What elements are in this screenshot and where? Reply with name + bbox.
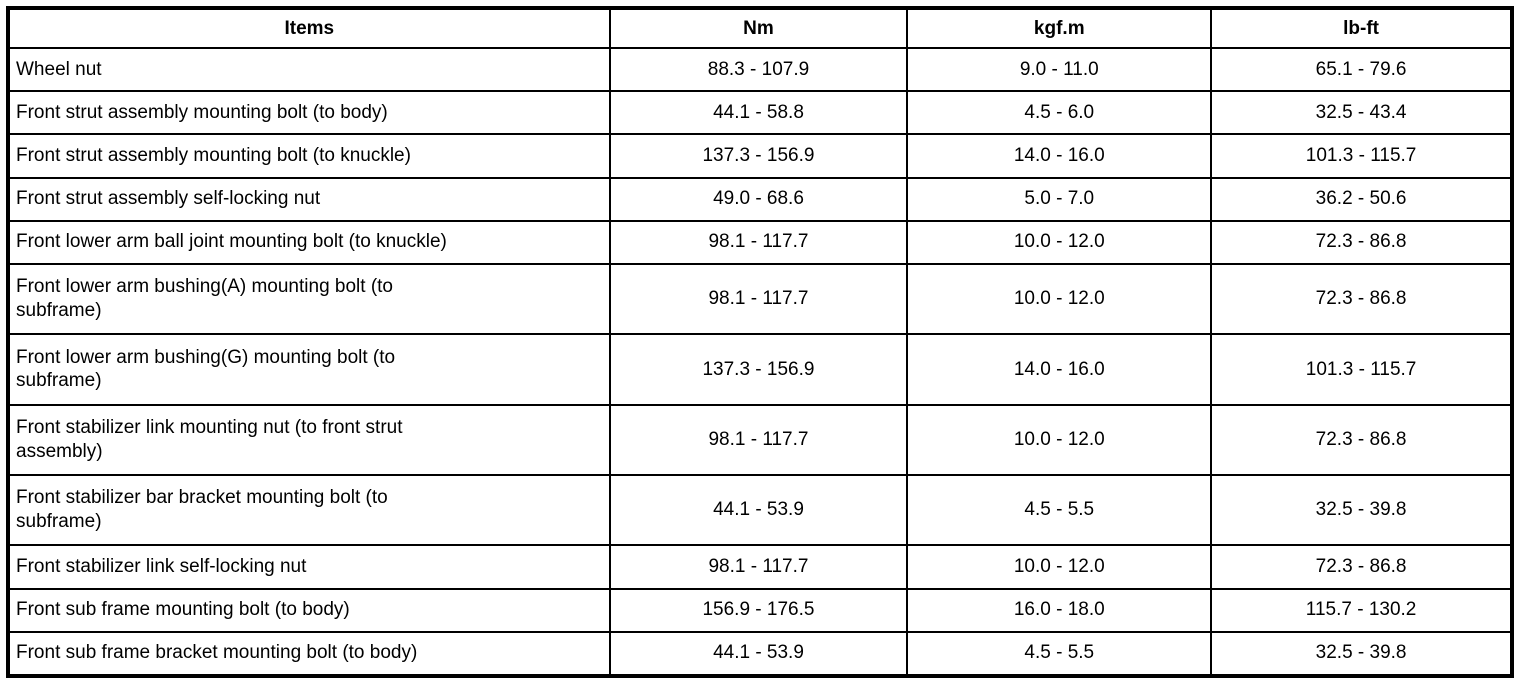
nm-value-cell: 44.1 - 58.8 <box>608 90 909 136</box>
table-row: Front lower arm bushing(G) mounting bolt… <box>7 333 1513 406</box>
lbft-value-cell: 72.3 - 86.8 <box>1210 219 1513 265</box>
table-row: Wheel nut 88.3 - 107.9 9.0 - 11.0 65.1 - 79… <box>7 46 1513 93</box>
column-header-lbft: lb-ft <box>1210 7 1513 49</box>
item-name-cell: Front stabilizer link mounting nut (to f… <box>7 403 611 476</box>
kgfm-value-cell: 10.0 - 12.0 <box>906 262 1213 336</box>
lbft-value-cell: 72.3 - 86.8 <box>1210 544 1513 590</box>
nm-value-cell: 49.0 - 68.6 <box>608 176 909 222</box>
item-name-cell: Front strut assembly mounting bolt (to k… <box>7 133 611 179</box>
table-header-row: Items Nm kgf.m lb-ft <box>7 7 1513 49</box>
lbft-value-cell: 32.5 - 39.8 <box>1210 630 1513 678</box>
column-header-nm: Nm <box>608 7 909 49</box>
lbft-value-cell: 101.3 - 115.7 <box>1210 133 1513 179</box>
kgfm-value-cell: 16.0 - 18.0 <box>906 587 1213 633</box>
nm-value-cell: 98.1 - 117.7 <box>608 262 909 336</box>
item-name-cell: Front lower arm ball joint mounting bolt… <box>7 219 611 265</box>
kgfm-value-cell: 5.0 - 7.0 <box>906 176 1213 222</box>
nm-value-cell: 137.3 - 156.9 <box>608 333 909 406</box>
kgfm-value-cell: 10.0 - 12.0 <box>906 219 1213 265</box>
nm-value-cell: 156.9 - 176.5 <box>608 587 909 633</box>
item-name-cell: Front lower arm bushing(G) mounting bolt… <box>7 333 611 406</box>
table-row: Front lower arm ball joint mounting bolt… <box>7 219 1513 265</box>
item-name-cell: Front stabilizer link self-locking nut <box>7 544 611 590</box>
column-header-items: Items <box>7 7 611 49</box>
lbft-value-cell: 32.5 - 43.4 <box>1210 90 1513 136</box>
lbft-value-cell: 72.3 - 86.8 <box>1210 262 1513 336</box>
table-body: Wheel nut 88.3 - 107.9 9.0 - 11.0 65.1 - 79… <box>7 46 1513 678</box>
item-name-cell: Front sub frame mounting bolt (to body) <box>7 587 611 633</box>
nm-value-cell: 88.3 - 107.9 <box>608 46 909 93</box>
kgfm-value-cell: 4.5 - 6.0 <box>906 90 1213 136</box>
kgfm-value-cell: 4.5 - 5.5 <box>906 473 1213 547</box>
table-row: Front stabilizer link self-locking nut 98… <box>7 544 1513 590</box>
kgfm-value-cell: 10.0 - 12.0 <box>906 403 1213 476</box>
nm-value-cell: 98.1 - 117.7 <box>608 403 909 476</box>
nm-value-cell: 98.1 - 117.7 <box>608 544 909 590</box>
nm-value-cell: 44.1 - 53.9 <box>608 630 909 678</box>
table-row: Front strut assembly self-locking nut 49.… <box>7 176 1513 222</box>
table-row: Front lower arm bushing(A) mounting bolt… <box>7 262 1513 336</box>
kgfm-value-cell: 14.0 - 16.0 <box>906 133 1213 179</box>
column-header-kgfm: kgf.m <box>906 7 1213 49</box>
lbft-value-cell: 115.7 - 130.2 <box>1210 587 1513 633</box>
lbft-value-cell: 101.3 - 115.7 <box>1210 333 1513 406</box>
kgfm-value-cell: 10.0 - 12.0 <box>906 544 1213 590</box>
table-row: Front stabilizer bar bracket mounting bo… <box>7 473 1513 547</box>
table-row: Front strut assembly mounting bolt (to k… <box>7 133 1513 179</box>
kgfm-value-cell: 4.5 - 5.5 <box>906 630 1213 678</box>
torque-spec-table: Items Nm kgf.m lb-ft Wheel nut 88.3 - 107… <box>6 6 1514 678</box>
item-name-cell: Front strut assembly self-locking nut <box>7 176 611 222</box>
nm-value-cell: 44.1 - 53.9 <box>608 473 909 547</box>
item-name-cell: Front sub frame bracket mounting bolt (t… <box>7 630 611 678</box>
item-name-cell: Wheel nut <box>7 46 611 93</box>
table-row: Front strut assembly mounting bolt (to b… <box>7 90 1513 136</box>
lbft-value-cell: 72.3 - 86.8 <box>1210 403 1513 476</box>
kgfm-value-cell: 14.0 - 16.0 <box>906 333 1213 406</box>
table-row: Front sub frame mounting bolt (to body) 1… <box>7 587 1513 633</box>
item-name-cell: Front stabilizer bar bracket mounting bo… <box>7 473 611 547</box>
lbft-value-cell: 36.2 - 50.6 <box>1210 176 1513 222</box>
item-name-cell: Front strut assembly mounting bolt (to b… <box>7 90 611 136</box>
table-row: Front sub frame bracket mounting bolt (t… <box>7 630 1513 678</box>
table-row: Front stabilizer link mounting nut (to f… <box>7 403 1513 476</box>
lbft-value-cell: 32.5 - 39.8 <box>1210 473 1513 547</box>
item-name-cell: Front lower arm bushing(A) mounting bolt… <box>7 262 611 336</box>
lbft-value-cell: 65.1 - 79.6 <box>1210 46 1513 93</box>
nm-value-cell: 137.3 - 156.9 <box>608 133 909 179</box>
kgfm-value-cell: 9.0 - 11.0 <box>906 46 1213 93</box>
nm-value-cell: 98.1 - 117.7 <box>608 219 909 265</box>
